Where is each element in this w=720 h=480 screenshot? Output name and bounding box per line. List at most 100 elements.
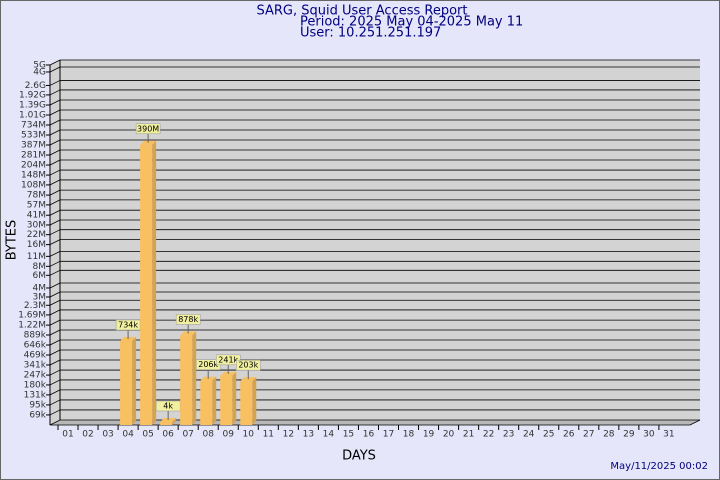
grid-line xyxy=(49,149,61,156)
grid-line xyxy=(49,369,61,376)
x-tick-label: 18 xyxy=(403,430,415,440)
bar-side xyxy=(152,140,157,425)
value-label: 203k xyxy=(238,361,258,370)
x-tick-label: 06 xyxy=(162,430,174,440)
grid-line xyxy=(49,80,61,86)
grid-line xyxy=(49,129,61,136)
grid-line xyxy=(49,250,61,257)
chart-subtitle: Period: 2025 May 04-2025 May 11 xyxy=(300,15,523,30)
x-tick-label: 25 xyxy=(543,430,554,440)
bar-side xyxy=(172,418,177,425)
x-tick-label: 03 xyxy=(102,430,113,440)
y-tick-label: 1.01G xyxy=(19,111,46,121)
grid-line xyxy=(49,89,61,96)
bar xyxy=(120,340,133,425)
y-tick-label: 78M xyxy=(27,191,46,201)
y-tick-label: 2.3M xyxy=(24,301,46,311)
x-tick-label: 29 xyxy=(623,430,635,440)
x-tick-label: 02 xyxy=(82,430,93,440)
y-tick-label: 69k xyxy=(29,410,46,420)
x-tick-label: 09 xyxy=(223,430,235,440)
y-tick-label: 131k xyxy=(24,390,47,400)
x-tick-label: 16 xyxy=(363,430,375,440)
bar-side xyxy=(252,377,257,425)
y-tick-label: 41M xyxy=(27,211,46,221)
grid-line xyxy=(49,179,61,186)
label-box xyxy=(155,400,181,412)
y-tick-label: 734M xyxy=(21,120,46,130)
grid-line xyxy=(49,109,61,116)
grid-line xyxy=(49,269,61,276)
bar xyxy=(160,422,173,425)
bar xyxy=(220,375,233,425)
x-tick-label: 22 xyxy=(483,430,494,440)
value-label: 206k xyxy=(198,360,218,369)
x-tick-label: 12 xyxy=(283,430,294,440)
y-tick-label: 889k xyxy=(24,331,47,341)
grid-line xyxy=(49,99,61,106)
bar-side xyxy=(132,336,137,425)
grid-line xyxy=(49,389,61,396)
y-tick-label: 4G xyxy=(33,67,46,77)
grid-line xyxy=(49,260,61,267)
x-tick-label: 19 xyxy=(423,430,435,440)
bar-side xyxy=(232,371,237,425)
y-tick-label: 11M xyxy=(27,252,46,262)
plot-area xyxy=(50,60,700,425)
y-axis-label: BYTES xyxy=(5,220,20,261)
value-label: 390M xyxy=(137,124,159,133)
x-tick-label: 07 xyxy=(182,430,193,440)
grid-line xyxy=(49,219,61,226)
x-tick-label: 08 xyxy=(202,430,214,440)
grid-line xyxy=(49,119,61,126)
y-tick-label: 1.92G xyxy=(19,90,46,100)
y-tick-label: 646k xyxy=(24,340,47,350)
bar xyxy=(200,380,213,425)
grid-line xyxy=(49,409,61,416)
y-tick-label: 2.6G xyxy=(25,81,46,91)
grid-line xyxy=(49,282,61,289)
grid-line xyxy=(49,139,61,146)
y-tick-label: 180k xyxy=(24,380,47,390)
chart-title: SARG, Squid User Access Report xyxy=(257,4,468,19)
x-tick-label: 15 xyxy=(343,430,354,440)
bar xyxy=(140,144,153,425)
y-tick-label: 5G xyxy=(33,61,46,71)
x-tick-label: 28 xyxy=(603,430,615,440)
grid-line xyxy=(49,189,61,196)
y-tick-label: 247k xyxy=(24,371,47,381)
x-tick-label: 01 xyxy=(62,430,73,440)
y-tick-label: 1.69M xyxy=(18,310,46,320)
y-tick-label: 281M xyxy=(21,151,46,161)
x-tick-label: 20 xyxy=(443,430,455,440)
grid-line xyxy=(49,309,61,316)
x-tick-label: 26 xyxy=(563,430,575,440)
x-tick-label: 24 xyxy=(523,430,535,440)
grid-line xyxy=(49,339,61,346)
grid-line xyxy=(49,66,61,73)
y-tick-label: 6M xyxy=(33,271,47,281)
grid-line xyxy=(49,291,61,298)
y-tick-label: 4M xyxy=(33,283,47,293)
grid-line xyxy=(49,399,61,406)
x-tick-label: 21 xyxy=(463,430,474,440)
y-tick-label: 469k xyxy=(24,351,47,361)
grid-line xyxy=(49,299,61,306)
x-tick-label: 10 xyxy=(243,430,255,440)
grid-line xyxy=(49,329,61,336)
y-tick-label: 1.22M xyxy=(18,321,46,331)
y-tick-label: 95k xyxy=(29,400,46,410)
footer: May/11/2025 00:02 xyxy=(610,461,708,472)
grid-line xyxy=(49,209,61,216)
value-label: 734k xyxy=(118,320,138,329)
label-box xyxy=(135,123,161,135)
label-box xyxy=(175,314,201,325)
y-tick-label: 341k xyxy=(24,360,47,370)
x-tick-label: 31 xyxy=(663,430,674,440)
y-tick-label: 1.39G xyxy=(19,101,46,111)
y-tick-label: 533M xyxy=(21,131,46,141)
grid-line xyxy=(49,59,61,66)
x-tick-label: 17 xyxy=(383,430,394,440)
grid-line xyxy=(49,359,61,366)
